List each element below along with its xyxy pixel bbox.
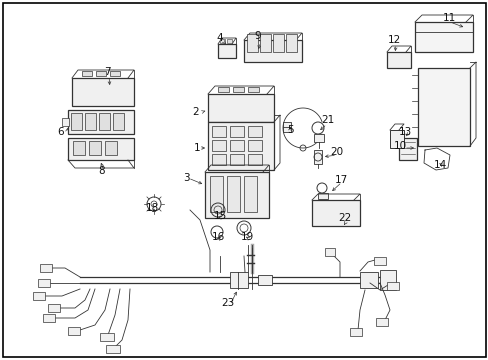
- Bar: [226, 176, 240, 212]
- Bar: [212, 140, 225, 151]
- Bar: [43, 314, 55, 322]
- Bar: [386, 52, 410, 68]
- Bar: [72, 78, 134, 106]
- Bar: [313, 150, 321, 164]
- Text: 2: 2: [192, 107, 199, 117]
- Bar: [232, 87, 244, 92]
- Text: 9: 9: [254, 31, 261, 41]
- Text: 12: 12: [386, 35, 400, 45]
- Bar: [244, 176, 257, 212]
- Bar: [373, 257, 385, 265]
- Text: 16: 16: [211, 232, 224, 242]
- Bar: [68, 110, 134, 134]
- Text: 21: 21: [321, 115, 334, 125]
- Bar: [379, 270, 395, 290]
- Bar: [218, 44, 236, 58]
- Bar: [33, 292, 45, 300]
- Bar: [247, 87, 259, 92]
- Bar: [68, 327, 80, 335]
- Bar: [105, 141, 117, 155]
- Text: 19: 19: [240, 232, 253, 242]
- Text: 8: 8: [99, 166, 105, 176]
- Text: 5: 5: [286, 125, 293, 135]
- Bar: [229, 154, 244, 165]
- Bar: [349, 328, 361, 336]
- Bar: [375, 318, 387, 326]
- Text: 20: 20: [330, 147, 343, 157]
- Text: 23: 23: [221, 298, 234, 308]
- Bar: [99, 113, 110, 130]
- Text: 22: 22: [338, 213, 351, 223]
- Bar: [313, 134, 324, 142]
- Bar: [283, 122, 290, 132]
- Bar: [85, 113, 96, 130]
- Bar: [398, 138, 416, 160]
- Bar: [272, 34, 284, 52]
- Text: 14: 14: [432, 160, 446, 170]
- Bar: [212, 154, 225, 165]
- Bar: [359, 272, 377, 288]
- Bar: [38, 279, 50, 287]
- Bar: [325, 248, 334, 256]
- Bar: [71, 113, 82, 130]
- Bar: [285, 34, 296, 52]
- Bar: [89, 141, 101, 155]
- Text: 6: 6: [58, 127, 64, 137]
- Bar: [260, 34, 270, 52]
- Bar: [106, 345, 120, 353]
- Text: 4: 4: [216, 33, 223, 43]
- Bar: [96, 71, 106, 76]
- Bar: [207, 122, 273, 170]
- Bar: [229, 140, 244, 151]
- Bar: [414, 22, 472, 52]
- Bar: [317, 193, 327, 199]
- Text: 1: 1: [193, 143, 200, 153]
- Bar: [209, 176, 223, 212]
- Bar: [386, 282, 398, 290]
- Text: 11: 11: [442, 13, 455, 23]
- Bar: [229, 272, 247, 288]
- Bar: [218, 87, 228, 92]
- Bar: [110, 71, 120, 76]
- Bar: [48, 304, 60, 312]
- Bar: [100, 333, 114, 341]
- Bar: [212, 126, 225, 137]
- Bar: [68, 138, 134, 160]
- Bar: [40, 264, 52, 272]
- Text: 13: 13: [398, 127, 411, 137]
- Bar: [311, 200, 359, 226]
- Bar: [389, 130, 403, 148]
- Text: 15: 15: [213, 211, 226, 221]
- Text: 7: 7: [103, 67, 110, 77]
- Bar: [226, 39, 231, 43]
- Bar: [247, 126, 262, 137]
- Bar: [207, 94, 273, 122]
- Bar: [417, 68, 469, 146]
- Bar: [113, 113, 124, 130]
- Bar: [247, 140, 262, 151]
- Bar: [244, 40, 302, 62]
- Text: 17: 17: [334, 175, 347, 185]
- Bar: [247, 154, 262, 165]
- Text: 10: 10: [393, 141, 406, 151]
- Bar: [258, 275, 271, 285]
- Bar: [229, 126, 244, 137]
- Bar: [82, 71, 92, 76]
- Bar: [220, 39, 224, 43]
- Text: 18: 18: [145, 203, 158, 213]
- Text: 3: 3: [183, 173, 189, 183]
- Bar: [73, 141, 85, 155]
- Bar: [62, 118, 69, 126]
- Bar: [204, 172, 268, 218]
- Bar: [246, 34, 258, 52]
